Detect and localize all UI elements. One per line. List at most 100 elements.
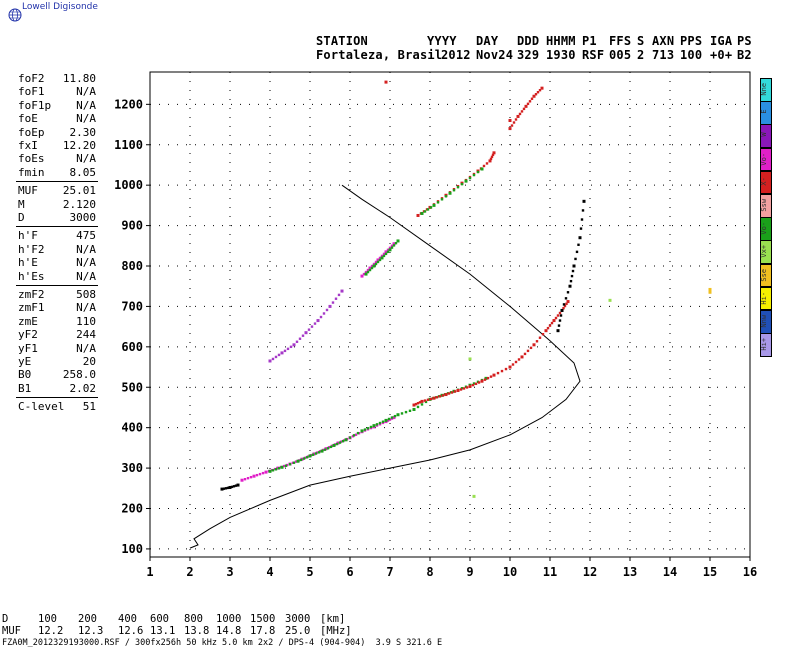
trace-series xyxy=(384,80,512,122)
param-value: 244 xyxy=(76,328,96,342)
param-label: MUF xyxy=(18,184,38,198)
param-separator xyxy=(16,397,98,399)
trace-point xyxy=(307,328,311,331)
trace-point xyxy=(488,159,492,163)
trace-point xyxy=(708,287,712,291)
trace-point xyxy=(341,440,345,443)
y-tick-label: 700 xyxy=(121,299,143,313)
y-tick-label: 100 xyxy=(121,542,143,556)
trace-point xyxy=(396,413,400,417)
trace-point xyxy=(574,257,577,261)
trace-point xyxy=(360,274,364,278)
trace-point xyxy=(393,414,397,418)
trace-point xyxy=(308,454,312,458)
param-separator xyxy=(16,226,98,228)
trace-point xyxy=(368,266,372,270)
param-label: foF1 xyxy=(18,85,45,99)
trace-point xyxy=(429,206,433,209)
trace-point xyxy=(476,170,480,174)
trace-point xyxy=(298,337,302,340)
footer-value: 12.2 xyxy=(38,625,64,637)
footer-value: 17.8 xyxy=(250,625,276,637)
header-label: DAY xyxy=(476,34,499,48)
trace-point xyxy=(364,272,368,276)
trace-point xyxy=(508,365,512,369)
header-value: Fortaleza, Brasil xyxy=(316,48,443,62)
trace-point xyxy=(337,293,341,297)
trace-point xyxy=(243,477,247,481)
legend-swatch xyxy=(760,263,772,288)
trace-point xyxy=(579,227,583,230)
trace-point xyxy=(483,378,487,381)
trace-point xyxy=(464,179,468,183)
trace-point xyxy=(372,264,376,268)
trace-point xyxy=(378,258,382,262)
legend-label: Nnw xyxy=(760,314,768,328)
trace-point xyxy=(468,384,472,388)
footer-value: 800 xyxy=(184,613,203,625)
trace-point xyxy=(319,315,323,319)
trace-point xyxy=(520,110,524,113)
legend-label: Ssw xyxy=(760,198,768,212)
trace-series xyxy=(468,298,612,498)
trace-series xyxy=(364,239,400,276)
trace-point xyxy=(456,388,460,392)
legend-swatch xyxy=(760,333,772,357)
trace-point xyxy=(460,387,464,390)
trace-point xyxy=(404,410,408,414)
header-label: PPS xyxy=(680,34,703,48)
legend-swatch xyxy=(760,147,772,172)
trace-series xyxy=(416,151,496,217)
x-tick-label: 16 xyxy=(743,565,757,579)
trace-point xyxy=(332,443,336,447)
trace-point xyxy=(292,461,296,464)
param-value: N/A xyxy=(76,242,96,256)
trace-point xyxy=(556,314,560,317)
trace-point xyxy=(368,268,372,272)
y-tick-label: 1100 xyxy=(114,138,143,152)
param-value: N/A xyxy=(76,341,96,355)
trace-point xyxy=(344,438,348,442)
trace-point xyxy=(581,209,585,212)
trace-point xyxy=(352,434,356,437)
trace-point xyxy=(274,468,278,471)
footer-value: 13.8 xyxy=(184,625,210,637)
trace-point xyxy=(532,343,536,347)
trace-point xyxy=(514,118,518,121)
trace-point xyxy=(565,302,568,305)
trace-point xyxy=(535,340,539,343)
trace-point xyxy=(552,319,556,323)
trace-point xyxy=(517,358,521,361)
trace-point xyxy=(491,153,495,157)
trace-point xyxy=(472,494,476,498)
param-label: B1 xyxy=(18,381,32,395)
file-info: FZA0M_2012329193000.RSF / 300fx256h 50 k… xyxy=(2,638,443,648)
x-tick-label: 11 xyxy=(543,565,557,579)
trace-point xyxy=(311,453,315,456)
header-label: DDD xyxy=(517,34,540,48)
trace-point xyxy=(523,352,527,356)
header-value: B2 xyxy=(737,48,752,62)
param-value: 3000 xyxy=(69,211,97,224)
trace-point xyxy=(283,349,287,353)
footer-value: 200 xyxy=(78,613,97,625)
param-label: h'F2 xyxy=(18,242,45,256)
trace-point xyxy=(520,355,524,359)
trace-point xyxy=(370,266,374,270)
trace-point xyxy=(444,393,448,397)
param-value: 2.02 xyxy=(69,381,97,395)
param-label: yF2 xyxy=(18,328,38,342)
x-tick-label: 15 xyxy=(703,565,717,579)
trace-point xyxy=(317,451,321,454)
trace-point xyxy=(504,367,508,371)
trace-point xyxy=(366,270,370,274)
trace-series xyxy=(508,86,544,131)
trace-point xyxy=(323,448,327,451)
trace-point xyxy=(277,353,281,357)
trace-point xyxy=(386,250,390,254)
trace-point xyxy=(408,409,412,412)
param-value: 51 xyxy=(82,400,96,414)
header-value: 2 xyxy=(637,48,645,62)
trace-point xyxy=(490,155,494,159)
param-label: foEs xyxy=(18,152,45,166)
